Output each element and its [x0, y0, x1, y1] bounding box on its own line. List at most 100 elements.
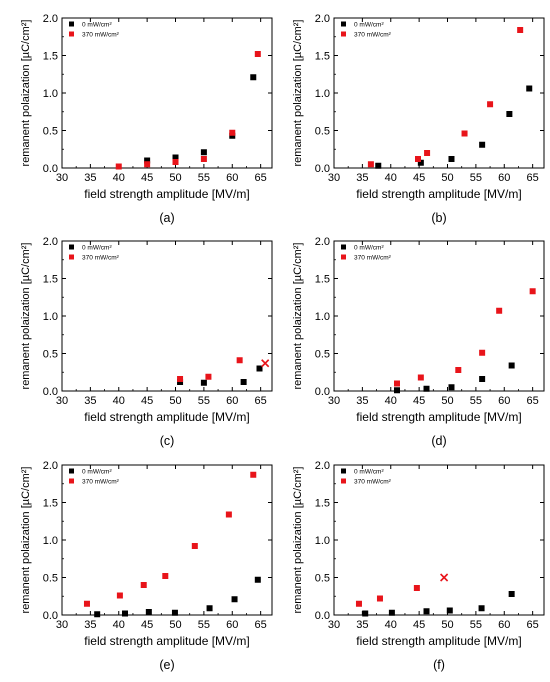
y-tick-label: 0.0 [43, 386, 58, 398]
data-point-red [177, 376, 184, 382]
x-tick-label: 65 [527, 619, 539, 631]
data-point-red [115, 163, 122, 170]
x-axis-label: field strength amplitude [MV/m] [356, 187, 521, 201]
x-tick-label: 45 [141, 395, 153, 407]
x-tick-label: 55 [198, 172, 210, 184]
chart-panel-6: 30 35 40 45 50 55 60 65 0.0 0.5 1.0 1.5 2.0 field str… [292, 460, 545, 672]
cross-stroke [261, 359, 270, 368]
panel-label: (f) [433, 658, 445, 672]
data-point-red [254, 51, 261, 57]
x-tick-label: 55 [470, 619, 482, 631]
data-point-red [355, 600, 362, 607]
y-tick-label: 2.0 [315, 236, 330, 248]
chart-panel-1: 30 35 40 45 50 55 60 65 0.0 0.5 1.0 1.5 2.0 field str… [20, 13, 273, 225]
data-point-red [229, 129, 236, 136]
x-tick-label: 60 [226, 395, 238, 407]
legend-entry: 370 mW/cm² [354, 31, 392, 38]
data-point-red [417, 374, 424, 381]
y-tick-label: 1.5 [43, 498, 58, 510]
x-tick-label: 60 [498, 619, 510, 631]
data-point-black [479, 376, 486, 382]
legend: 0 mW/cm² 370 mW/cm² [69, 244, 120, 261]
y-axis-label: remanent polaization [µC/cm²] [20, 20, 32, 167]
panel-label: (c) [160, 434, 175, 448]
legend-marker [341, 478, 346, 484]
data-point-black [256, 365, 263, 372]
x-tick-label: 65 [527, 172, 539, 184]
data-point-red [517, 27, 524, 33]
x-tick-label: 40 [113, 172, 125, 184]
x-tick-label: 35 [84, 395, 96, 407]
y-tick-label: 2.0 [43, 460, 58, 472]
x-tick-label: 45 [413, 395, 425, 407]
y-tick-label: 1.0 [315, 311, 330, 323]
x-tick-label: 55 [198, 395, 210, 407]
y-tick-label: 0.5 [315, 349, 330, 361]
legend-entry: 370 mW/cm² [354, 254, 392, 261]
y-tick-label: 0.0 [43, 163, 58, 175]
x-tick-label: 35 [356, 395, 368, 407]
data-point-red [83, 600, 90, 607]
x-tick-label: 30 [328, 395, 340, 407]
y-tick-label: 0.5 [43, 349, 58, 361]
chart-panel-2: 30 35 40 45 50 55 60 65 0.0 0.5 1.0 1.5 2.0 field str… [292, 13, 545, 225]
data-point-red [162, 573, 169, 579]
data-point-black [171, 609, 178, 616]
data-point-black [508, 591, 515, 597]
data-point-black [240, 379, 247, 385]
x-tick-label: 50 [169, 619, 181, 631]
data-point-red [376, 595, 383, 602]
x-tick-label: 35 [84, 172, 96, 184]
x-tick-label: 60 [226, 172, 238, 184]
data-point-red [191, 543, 198, 549]
x-tick-label: 65 [527, 395, 539, 407]
data-point-red [415, 156, 421, 162]
data-point-black [362, 610, 369, 617]
data-point-red [140, 582, 147, 588]
x-tick-label: 45 [413, 172, 425, 184]
x-tick-label: 65 [255, 172, 267, 184]
data-point-red [455, 367, 462, 373]
data-point-black [417, 159, 424, 166]
plot-frame [61, 464, 273, 616]
chart-panel-5: 30 35 40 45 50 55 60 65 0.0 0.5 1.0 1.5 2.0 field str… [20, 460, 273, 672]
panel-label: (a) [159, 211, 174, 225]
y-tick-label: 1.0 [315, 88, 330, 100]
y-tick-label: 1.5 [43, 274, 58, 286]
x-tick-label: 50 [169, 395, 181, 407]
data-point-red [205, 373, 212, 380]
data-point-black [446, 607, 453, 614]
y-tick-label: 1.0 [43, 311, 58, 323]
legend-marker [341, 254, 346, 260]
data-point-black [423, 608, 430, 615]
legend-marker [69, 244, 74, 250]
x-tick-label: 30 [56, 395, 68, 407]
x-tick-label: 45 [141, 172, 153, 184]
x-tick-label: 60 [498, 172, 510, 184]
x-axis-label: field strength amplitude [MV/m] [356, 410, 521, 424]
data-point-black [206, 605, 213, 612]
data-point-black [144, 157, 151, 164]
plot-frame [61, 240, 273, 392]
legend-marker [69, 31, 74, 37]
data-point-black [423, 385, 430, 392]
legend-entry: 0 mW/cm² [82, 244, 112, 251]
data-point-black [250, 74, 257, 81]
data-point-black [200, 379, 207, 386]
y-tick-label: 0.0 [315, 163, 330, 175]
legend-marker [341, 244, 346, 250]
data-point-black [122, 610, 128, 617]
legend-entry: 370 mW/cm² [354, 478, 392, 485]
x-tick-label: 45 [141, 619, 153, 631]
data-point-black [254, 576, 261, 583]
legend-marker [69, 468, 74, 474]
chart-panel-4: 30 35 40 45 50 55 60 65 0.0 0.5 1.0 1.5 2.0 field str… [292, 236, 545, 448]
data-point-red [116, 592, 123, 599]
y-tick-label: 2.0 [43, 13, 58, 25]
x-tick-label: 40 [113, 395, 125, 407]
data-point-black [448, 384, 455, 391]
data-point-red [225, 511, 232, 518]
data-point-red [367, 161, 374, 168]
x-tick-label: 35 [84, 619, 96, 631]
x-tick-label: 30 [56, 172, 68, 184]
